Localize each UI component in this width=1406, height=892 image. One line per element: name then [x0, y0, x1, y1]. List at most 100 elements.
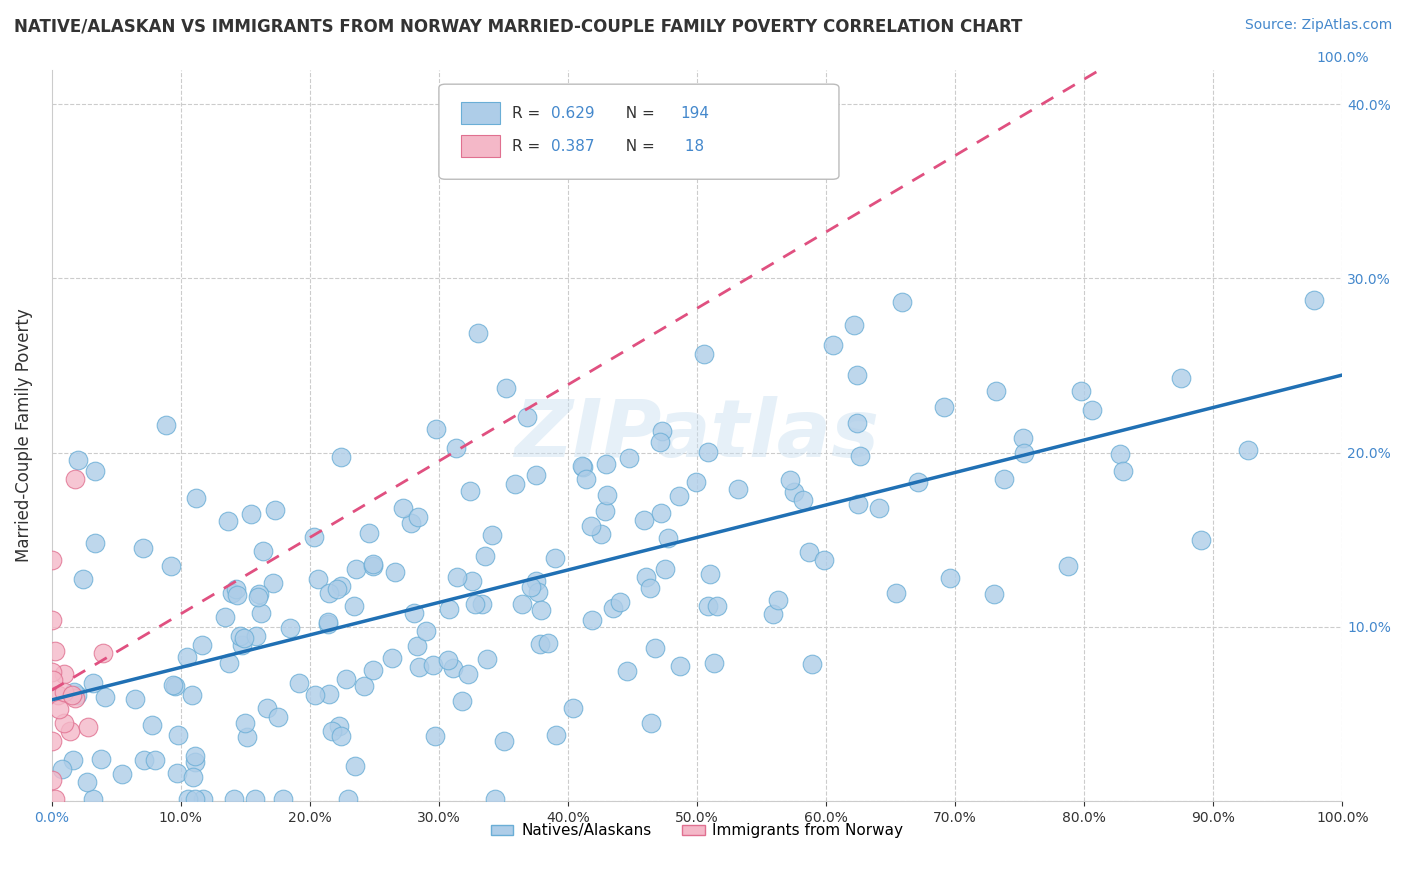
- Point: [544, 728, 567, 742]
- Text: N =: N =: [616, 106, 659, 121]
- Point: [330, 579, 353, 593]
- Point: [318, 616, 340, 631]
- Point: [335, 672, 357, 686]
- Point: [167, 729, 190, 743]
- Point: [983, 586, 1005, 600]
- Point: [579, 519, 602, 533]
- Point: [516, 410, 538, 425]
- Point: [797, 545, 820, 559]
- Point: [654, 562, 676, 576]
- Bar: [461, 136, 499, 157]
- Point: [41, 665, 63, 679]
- Point: [669, 659, 692, 673]
- Point: [41, 553, 63, 567]
- Point: [218, 656, 240, 670]
- Text: N =: N =: [616, 139, 659, 153]
- Point: [651, 425, 673, 439]
- Point: [221, 586, 243, 600]
- FancyBboxPatch shape: [439, 84, 839, 179]
- Text: 194: 194: [681, 106, 709, 121]
- Point: [44, 792, 66, 806]
- Point: [406, 639, 429, 653]
- Point: [526, 584, 548, 599]
- Point: [52, 666, 75, 681]
- Point: [363, 558, 385, 573]
- Point: [236, 730, 259, 744]
- Point: [63, 690, 86, 705]
- Point: [232, 632, 254, 646]
- Point: [415, 624, 437, 638]
- Point: [337, 792, 360, 806]
- Point: [1070, 384, 1092, 398]
- Point: [124, 692, 146, 706]
- Point: [1112, 464, 1135, 478]
- Point: [474, 549, 496, 563]
- Point: [657, 531, 679, 545]
- Point: [145, 753, 167, 767]
- Point: [544, 551, 567, 566]
- Point: [162, 678, 184, 692]
- Text: 0.387: 0.387: [551, 139, 595, 153]
- Point: [519, 581, 541, 595]
- Point: [868, 500, 890, 515]
- Point: [609, 595, 631, 609]
- Point: [177, 792, 200, 806]
- Point: [62, 684, 84, 698]
- Point: [699, 567, 721, 582]
- Point: [247, 587, 270, 601]
- Point: [1189, 533, 1212, 548]
- Point: [406, 509, 429, 524]
- Point: [93, 690, 115, 705]
- Point: [697, 444, 720, 458]
- Point: [329, 450, 352, 465]
- Point: [318, 585, 340, 599]
- Point: [184, 755, 207, 769]
- Point: [1109, 447, 1132, 461]
- Point: [52, 716, 75, 731]
- Point: [848, 497, 870, 511]
- Point: [593, 504, 616, 518]
- Point: [42, 673, 65, 688]
- Point: [344, 562, 367, 576]
- Point: [439, 602, 461, 616]
- Point: [217, 514, 239, 528]
- Point: [457, 667, 479, 681]
- Point: [353, 679, 375, 693]
- Point: [240, 507, 263, 521]
- Point: [932, 401, 955, 415]
- Point: [82, 676, 104, 690]
- Point: [288, 676, 311, 690]
- Point: [575, 472, 598, 486]
- Point: [63, 472, 86, 486]
- Point: [422, 657, 444, 672]
- Point: [572, 460, 595, 475]
- Point: [703, 656, 725, 670]
- Point: [1237, 442, 1260, 457]
- Point: [399, 516, 422, 531]
- Point: [446, 570, 468, 584]
- Point: [384, 565, 406, 579]
- Point: [344, 759, 367, 773]
- Point: [191, 638, 214, 652]
- Point: [48, 702, 70, 716]
- Point: [441, 661, 464, 675]
- Point: [633, 513, 655, 527]
- Point: [343, 599, 366, 613]
- Point: [165, 680, 187, 694]
- Point: [76, 775, 98, 789]
- Point: [495, 381, 517, 395]
- Point: [706, 599, 728, 614]
- Point: [183, 770, 205, 784]
- Point: [779, 473, 801, 487]
- Point: [132, 541, 155, 555]
- Point: [44, 643, 66, 657]
- Point: [766, 593, 789, 607]
- Point: [530, 602, 553, 616]
- Point: [321, 723, 343, 738]
- Point: [304, 688, 326, 702]
- Point: [235, 716, 257, 731]
- Point: [229, 629, 252, 643]
- Point: [451, 694, 474, 708]
- Point: [644, 641, 666, 656]
- Point: [460, 574, 482, 589]
